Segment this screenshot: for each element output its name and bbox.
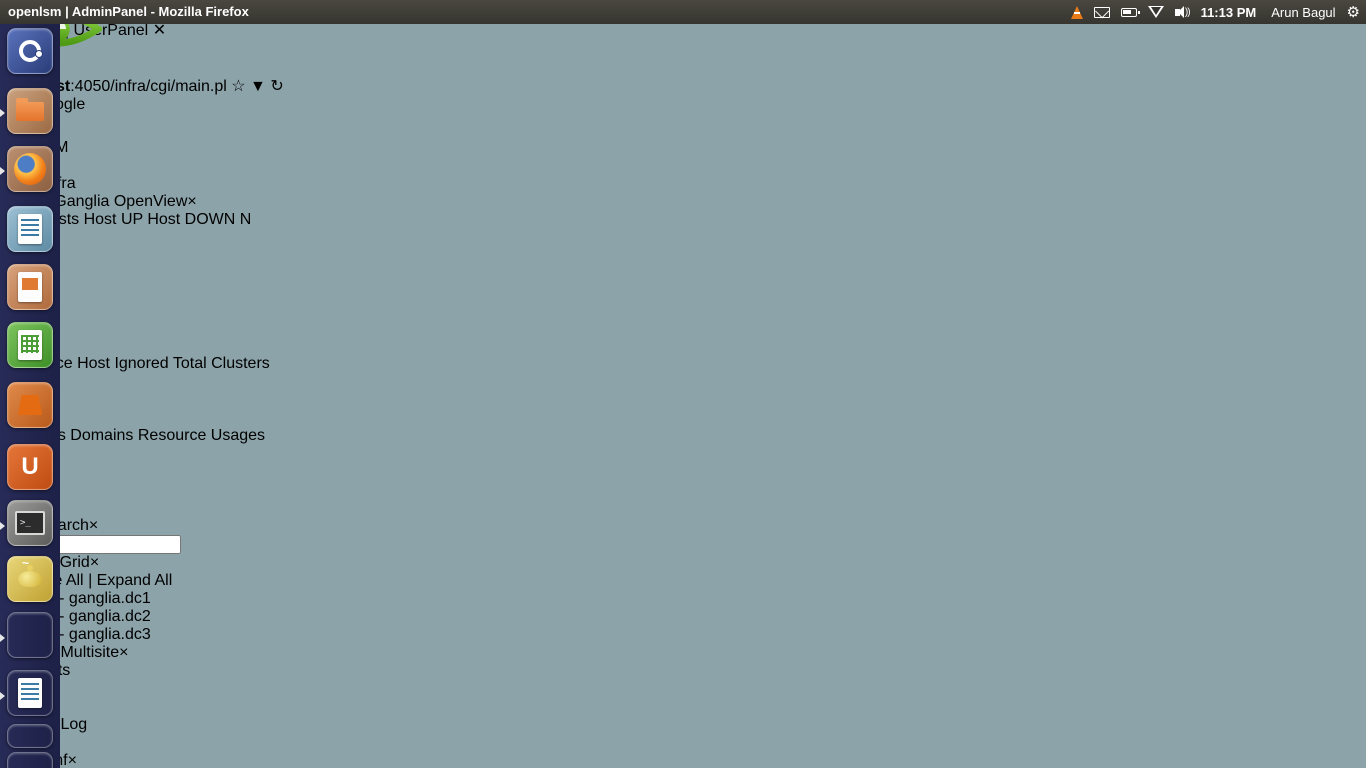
menu-item-esxi[interactable]: ESXi (0, 680, 1366, 698)
hide-sidebar-button[interactable]: Hide (0, 499, 1366, 517)
centconf-panel: CentConf× (0, 752, 1366, 768)
ubuntu-dash-icon[interactable] (7, 28, 53, 74)
search-bar[interactable]: 8 ▼ Google (0, 96, 1366, 114)
openlsm-logo-panel: openLSM (0, 11, 1366, 157)
bookmark-star-icon[interactable]: ☆ (231, 78, 246, 95)
libreoffice-writer-icon[interactable] (7, 206, 53, 252)
files-icon[interactable] (7, 88, 53, 134)
sidebar-nav-tabs-panel: Nagios Open Infra (0, 157, 1366, 193)
nagios-icon: N (239, 211, 252, 228)
panel-title: Quicksearch× (0, 517, 1366, 535)
software-center-icon[interactable] (7, 382, 53, 428)
libreoffice-impress-icon[interactable] (7, 264, 53, 310)
quicksearch-panel: Quicksearch× (0, 517, 1366, 554)
url-bar[interactable]: localhost:4050/infra/cgi/main.pl ☆ ▼ ↻ (0, 76, 1366, 96)
close-icon[interactable]: × (67, 752, 77, 768)
tree-item-dc2: + [DC2] - ganglia.dc2 (0, 608, 1366, 626)
close-icon[interactable]: × (89, 554, 100, 571)
gear-icon[interactable]: ⚙ (1346, 3, 1360, 21)
expand-all-link[interactable]: Expand All (96, 572, 173, 589)
running-indicator (0, 522, 5, 530)
menu-item-reports[interactable]: Reports (0, 698, 1366, 716)
browser-nav-bar: ← localhost:4050/infra/cgi/main.pl ☆ ▼ ↻… (0, 58, 1366, 139)
tree-item-dc1: + [DC1] - ganglia.dc1 (0, 590, 1366, 608)
trash-icon[interactable] (7, 752, 53, 768)
panel-title: CentConf× (0, 752, 1366, 768)
panel-title: Nagios Ganglia OpenView× (0, 193, 197, 210)
ubuntu-top-panel: openlsm | AdminPanel - Mozilla Firefox )… (0, 0, 1366, 24)
menu-item-change-log[interactable]: Change Log (0, 716, 88, 733)
tab-nagios[interactable]: Nagios (0, 157, 1366, 175)
ganglia-dc2-link[interactable]: ganglia.dc2 (68, 608, 151, 625)
ganglia-dc1-link[interactable]: ganglia.dc1 (68, 590, 151, 607)
libreoffice-calc-icon[interactable] (7, 322, 53, 368)
running-indicator (0, 167, 5, 175)
vlc-tray-icon[interactable] (1070, 5, 1083, 19)
stat-label: Domains (70, 427, 134, 444)
running-indicator (0, 109, 5, 117)
unity-launcher: U >_ (0, 24, 60, 768)
text-editor-icon[interactable] (7, 670, 53, 716)
reload-icon[interactable]: ↻ (270, 78, 284, 95)
panel-title: vCenter Multisite× (0, 644, 129, 661)
volume-icon[interactable]: )) (1174, 5, 1190, 18)
panel-title: Ganglia Grid× (0, 554, 100, 571)
terminal-icon[interactable]: >_ (7, 500, 53, 546)
close-icon[interactable]: × (187, 193, 197, 210)
ubuntu-one-icon[interactable]: U (7, 444, 53, 490)
stat-label: Host Ignored (77, 355, 169, 372)
vcenter-panel: vCenter Multisite× Live Stats ESXi Repor… (0, 644, 1366, 752)
stat-label: Resource Usages (137, 427, 266, 444)
tea-time-icon[interactable] (7, 556, 53, 602)
tab-open-infra[interactable]: Open Infra (0, 175, 1366, 193)
openview-panel: Nagios Ganglia OpenView× Total Hosts Hos… (0, 193, 1366, 499)
user-menu[interactable]: Arun Bagul (1267, 5, 1335, 20)
clock[interactable]: 11:13 PM (1200, 4, 1257, 20)
ganglia-dc3-link[interactable]: ganglia.dc3 (68, 626, 151, 643)
stat-label: Total Clusters (172, 355, 270, 372)
tab-close-icon[interactable]: ✕ (152, 22, 167, 39)
tree-controls: Collapse All | Expand All (0, 572, 1366, 590)
menu-item-live-stats[interactable]: Live Stats (0, 662, 1366, 680)
running-indicator (0, 634, 5, 642)
stat-label: Host UP (83, 211, 143, 228)
new-tab-button[interactable]: + (0, 40, 1366, 58)
tree-item-dc3: + [DC3] - ganglia.dc3 (0, 626, 1366, 644)
workspace-switcher-icon[interactable] (7, 724, 53, 748)
system-tray: )) 11:13 PM Arun Bagul ⚙ (1070, 0, 1360, 24)
menu-item-vms[interactable]: VMs (0, 734, 1366, 752)
url-dropdown-icon[interactable]: ▼ (250, 78, 266, 95)
username-label: Arun Bagul (1271, 4, 1336, 20)
stat-label: Host DOWN (147, 211, 236, 228)
vlc-icon[interactable] (7, 612, 53, 658)
running-indicator (0, 692, 5, 700)
network-icon[interactable] (1147, 6, 1164, 18)
battery-icon[interactable] (1120, 7, 1140, 17)
close-icon[interactable]: × (119, 644, 129, 661)
ganglia-grid-panel: Ganglia Grid× Collapse All | Expand All … (0, 554, 1366, 644)
window-title: openlsm | AdminPanel - Mozilla Firefox (8, 4, 249, 19)
close-icon[interactable]: × (88, 517, 99, 534)
firefox-icon[interactable] (7, 146, 53, 192)
mail-icon[interactable] (1093, 6, 1110, 18)
page-content: openLSM Nagios Open Infra Nagios Ganglia… (0, 11, 1366, 768)
